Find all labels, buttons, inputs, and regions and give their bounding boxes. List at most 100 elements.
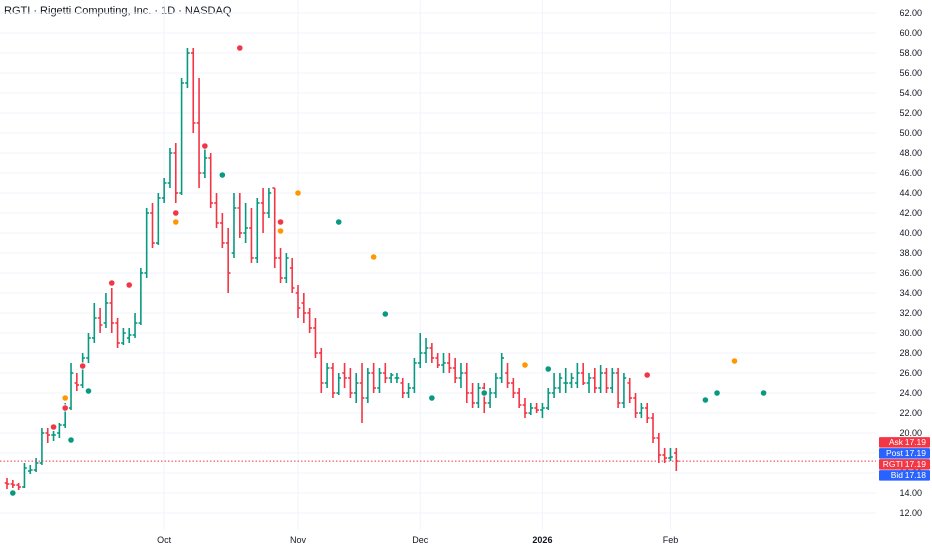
x-axis[interactable]: Oct Nov Dec 2026 Feb: [157, 535, 678, 545]
ohlc-bar: [214, 193, 219, 228]
ohlc-bar: [16, 483, 21, 490]
ohlc-bar: [249, 208, 254, 263]
ohlc-bar: [371, 363, 376, 393]
ohlc-bar: [115, 318, 120, 348]
y-tick-label: 34.00: [899, 288, 922, 298]
quote-name: RGTI: [883, 459, 903, 469]
ohlc-bar: [528, 403, 534, 415]
ohlc-bar: [487, 388, 493, 408]
ohlc-bar: [86, 333, 91, 363]
ohlc-bar: [318, 348, 324, 393]
signal-marker: [521, 361, 529, 369]
ohlc-bar: [33, 458, 39, 472]
ohlc-bar: [342, 363, 347, 388]
ohlc-bar: [464, 363, 470, 403]
signal-marker: [61, 394, 69, 402]
ohlc-bar: [231, 193, 237, 258]
ohlc-bar: [208, 153, 213, 208]
ohlc-bar: [10, 480, 16, 488]
ohlc-bar: [103, 293, 109, 328]
y-tick-label: 60.00: [899, 28, 922, 38]
ohlc-bar: [534, 403, 539, 413]
signal-marker: [236, 44, 244, 52]
x-tick-label: Nov: [290, 535, 307, 545]
ohlc-bar: [57, 423, 62, 438]
ohlc-bar: [353, 373, 359, 403]
ohlc-bar: [289, 258, 295, 293]
ohlc-bar: [109, 288, 115, 333]
grid: [0, 0, 876, 530]
signal-marker: [61, 404, 69, 412]
signal-marker: [79, 362, 87, 370]
ohlc-bar: [74, 373, 80, 391]
ohlc-bar: [575, 363, 580, 388]
quote-value: 17.18: [905, 470, 927, 480]
y-tick-label: 36.00: [899, 268, 922, 278]
ohlc-bar: [522, 398, 528, 418]
ohlc-bar: [551, 373, 557, 398]
ohlc-bar: [202, 148, 208, 178]
x-tick-label: Oct: [157, 535, 172, 545]
ohlc-bar: [650, 413, 656, 443]
ohlc-bar: [674, 448, 679, 471]
ohlc-bar: [627, 378, 633, 403]
y-tick-label: 26.00: [899, 368, 922, 378]
signal-marker: [544, 365, 552, 373]
ohlc-bar: [505, 363, 510, 388]
quote-label: Bid 17.18: [879, 470, 930, 481]
ohlc-bar: [569, 373, 574, 388]
ohlc-bar: [301, 293, 307, 323]
ohlc-bar: [266, 188, 272, 218]
signal-marker: [9, 489, 17, 497]
signal-marker: [49, 423, 58, 431]
ohlc-bar: [330, 363, 336, 398]
y-tick-label: 46.00: [899, 168, 922, 178]
y-tick-label: 14.00: [899, 488, 922, 498]
signal-marker: [172, 218, 180, 226]
ohlc-bar: [417, 333, 423, 368]
signal-marker: [84, 387, 93, 395]
ohlc-bar: [225, 228, 231, 293]
ohlc-bar: [598, 365, 603, 393]
ohlc-bar: [313, 318, 318, 358]
y-tick-label: 42.00: [899, 208, 922, 218]
ohlc-bar: [668, 448, 673, 461]
ohlc-bar: [237, 193, 243, 238]
y-tick-label: 50.00: [899, 128, 922, 138]
quote-label: Ask 17.19: [879, 437, 930, 448]
x-tick-label: 2026: [532, 535, 552, 545]
ohlc-bar: [27, 465, 33, 474]
ohlc-bar: [388, 373, 394, 383]
quote-value: 17.19: [905, 448, 927, 458]
ohlc-bar: [383, 363, 388, 383]
ohlc-bar: [400, 378, 406, 398]
ohlc-bar: [604, 368, 609, 393]
y-tick-label: 24.00: [899, 388, 922, 398]
ohlc-series: [4, 48, 679, 490]
ohlc-bar: [586, 373, 592, 393]
ohlc-bar: [348, 368, 353, 398]
ohlc-bar: [126, 328, 132, 343]
ohlc-bar: [377, 368, 382, 393]
ohlc-bar: [441, 353, 446, 373]
ohlc-bar: [423, 338, 429, 363]
y-tick-label: 58.00: [899, 48, 922, 58]
y-tick-label: 30.00: [899, 328, 922, 338]
ohlc-bar: [150, 203, 155, 248]
ohlc-bar: [609, 368, 615, 393]
ohlc-bar: [412, 358, 417, 393]
ohlc-bar: [336, 373, 342, 395]
y-tick-label: 52.00: [899, 108, 922, 118]
ohlc-bar: [557, 373, 563, 393]
signal-marker: [67, 436, 75, 444]
signal-marker: [294, 189, 302, 197]
y-tick-label: 38.00: [899, 248, 922, 258]
ohlc-bar: [656, 433, 662, 463]
signal-marker: [480, 389, 488, 397]
ohlc-bar: [406, 383, 411, 398]
ohlc-bar: [621, 373, 627, 408]
signal-marker: [276, 227, 285, 235]
ohlc-bar: [447, 353, 452, 373]
ohlc-bar: [138, 268, 144, 325]
